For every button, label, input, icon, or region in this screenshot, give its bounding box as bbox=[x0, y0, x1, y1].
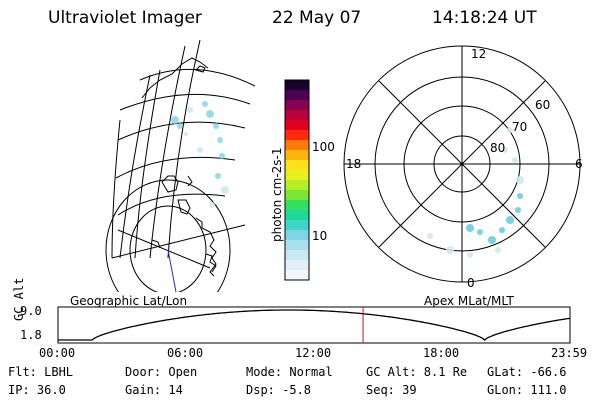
colorbar-swatch bbox=[285, 150, 309, 161]
mlt-label-6: 6 bbox=[575, 157, 583, 171]
param-door: Door: Open bbox=[125, 365, 198, 379]
colorbar-swatch bbox=[285, 110, 309, 121]
date: 22 May 07 bbox=[272, 8, 362, 28]
lat-label-60: 60 bbox=[535, 98, 551, 112]
colorbar-swatch bbox=[285, 100, 309, 111]
param-gain: Gain: 14 bbox=[125, 383, 183, 397]
time: 14:18:24 UT bbox=[432, 8, 537, 28]
param-flt: Flt: LBHL bbox=[8, 365, 74, 379]
colorbar-swatch bbox=[285, 160, 309, 171]
colorbar-tick-100: 100 bbox=[312, 140, 335, 154]
time-tick-0600: 06:00 bbox=[167, 346, 204, 360]
time-tick-0000: 00:00 bbox=[39, 346, 76, 360]
geo-panel-label: Geographic Lat/Lon bbox=[70, 294, 188, 308]
colorbar-swatch bbox=[285, 250, 309, 261]
colorbar-swatch bbox=[285, 270, 309, 281]
colorbar-swatch bbox=[285, 240, 309, 251]
colorbar-swatch bbox=[285, 80, 309, 91]
mlt-label-12: 12 bbox=[471, 47, 487, 61]
polar-panel-label: Apex MLat/MLT bbox=[424, 294, 514, 308]
time-tick-1200: 12:00 bbox=[295, 346, 332, 360]
colorbar-swatch bbox=[285, 200, 309, 211]
colorbar-swatch bbox=[285, 120, 309, 131]
lat-label-80: 80 bbox=[490, 141, 506, 155]
colorbar bbox=[284, 79, 310, 281]
mlt-label-18: 18 bbox=[346, 157, 362, 171]
param-dsp: Dsp: -5.8 bbox=[246, 383, 312, 397]
colorbar-swatch bbox=[285, 140, 309, 151]
altitude-ytick-high: 9.0 bbox=[20, 304, 42, 318]
colorbar-swatch bbox=[285, 260, 309, 271]
time-tick-2359: 23:59 bbox=[551, 346, 588, 360]
param-glon: GLon: 111.0 bbox=[487, 383, 567, 397]
colorbar-swatch bbox=[285, 230, 309, 241]
colorbar-swatch bbox=[285, 190, 309, 201]
param-gcalt: GC Alt: 8.1 Re bbox=[366, 365, 468, 379]
colorbar-swatch bbox=[285, 90, 309, 101]
colorbar-swatch bbox=[285, 210, 309, 221]
colorbar-swatch bbox=[285, 220, 309, 231]
lat-label-70: 70 bbox=[512, 120, 528, 134]
param-mode: Mode: Normal bbox=[246, 365, 333, 379]
colorbar-tick-10: 10 bbox=[312, 229, 328, 243]
param-seq: Seq: 39 bbox=[366, 383, 417, 397]
colorbar-swatch bbox=[285, 130, 309, 141]
title: Ultraviolet Imager bbox=[48, 8, 202, 28]
altitude-ytick-low: 1.8 bbox=[20, 328, 42, 342]
param-ip: IP: 36.0 bbox=[8, 383, 66, 397]
colorbar-swatch bbox=[285, 180, 309, 191]
colorbar-swatch bbox=[285, 170, 309, 181]
param-glat: GLat: -66.6 bbox=[487, 365, 567, 379]
mlt-label-0: 0 bbox=[467, 276, 475, 290]
time-tick-1800: 18:00 bbox=[423, 346, 460, 360]
